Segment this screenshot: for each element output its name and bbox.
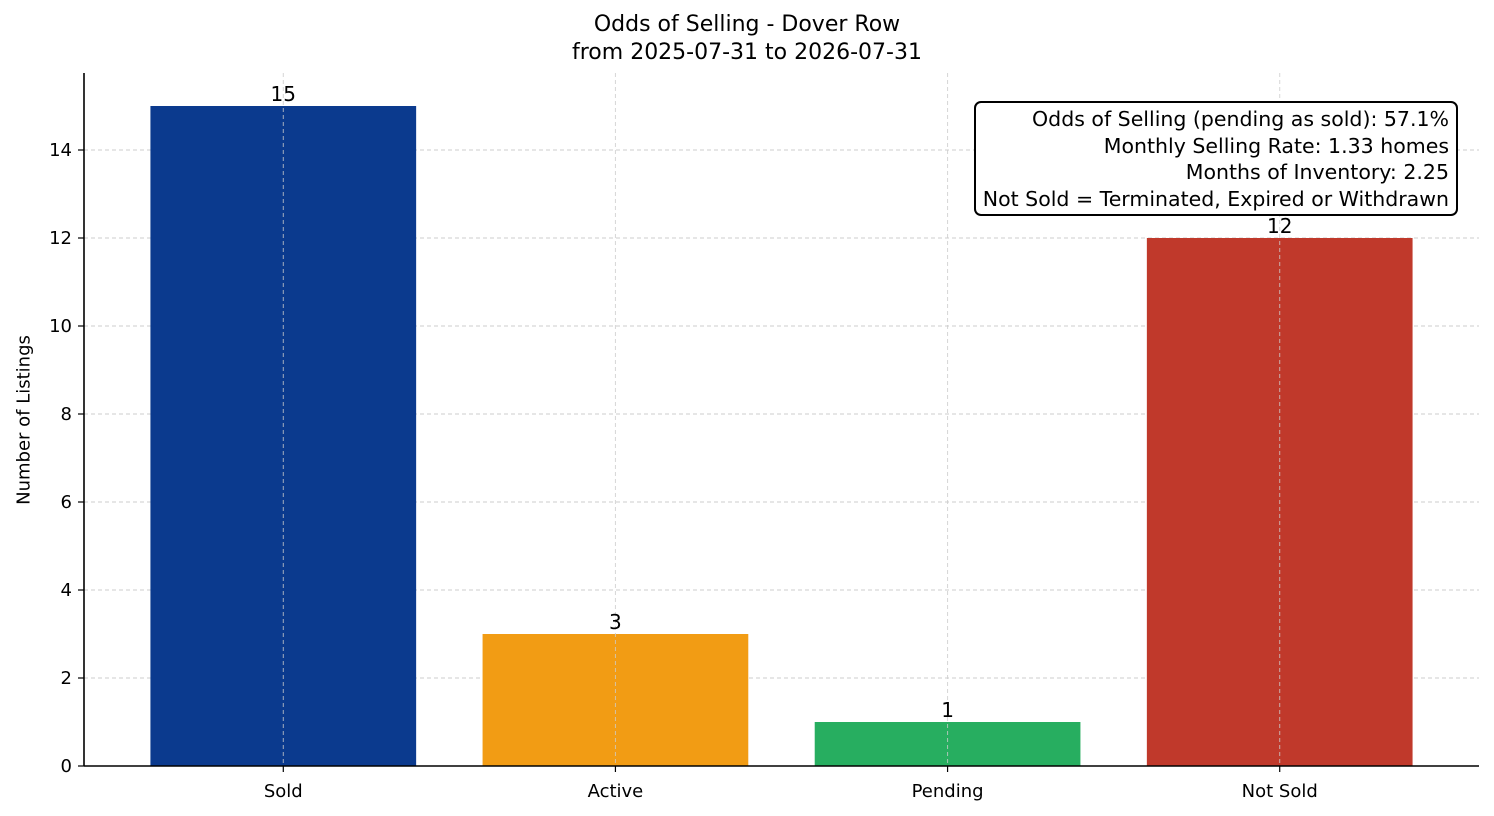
data-label: 15: [271, 82, 296, 106]
x-tick-label: Active: [588, 781, 644, 802]
y-tick-label: 6: [61, 492, 72, 513]
y-tick-label: 12: [49, 228, 72, 249]
annotation-inventory: Months of Inventory: 2.25: [1185, 160, 1449, 184]
stats-annotation-box: Odds of Selling (pending as sold): 57.1%…: [973, 101, 1458, 216]
chart-subtitle: from 2025-07-31 to 2026-07-31: [572, 40, 922, 65]
chart-title: Odds of Selling - Dover Row: [593, 12, 901, 37]
y-tick-label: 14: [49, 140, 72, 161]
y-tick-label: 0: [61, 756, 72, 777]
label-layer: 15 3 1 12: [271, 82, 1293, 722]
y-tick-label: 10: [49, 316, 72, 337]
bar-pending: [814, 722, 1081, 766]
annotation-not-sold-note: Not Sold = Terminated, Expired or Withdr…: [982, 186, 1449, 211]
bar-sold: [150, 106, 417, 766]
data-label: 1: [941, 698, 954, 722]
data-label: 12: [1267, 214, 1292, 238]
x-tick-label: Not Sold: [1242, 781, 1318, 802]
data-label: 3: [609, 610, 622, 634]
x-tick-label: Sold: [264, 781, 303, 802]
annotation-rate: Monthly Selling Rate: 1.33 homes: [1103, 133, 1449, 158]
y-tick-label: 4: [61, 580, 72, 601]
annotation-odds: Odds of Selling (pending as sold): 57.1%: [1032, 107, 1449, 131]
axis-layer: 0 2 4 6 8 10 12 14 Sold Active Pending Not Sold: [49, 73, 1479, 802]
y-tick-label: 8: [61, 404, 72, 425]
y-tick-label: 2: [61, 668, 72, 689]
x-tick-label: Pending: [912, 781, 984, 802]
